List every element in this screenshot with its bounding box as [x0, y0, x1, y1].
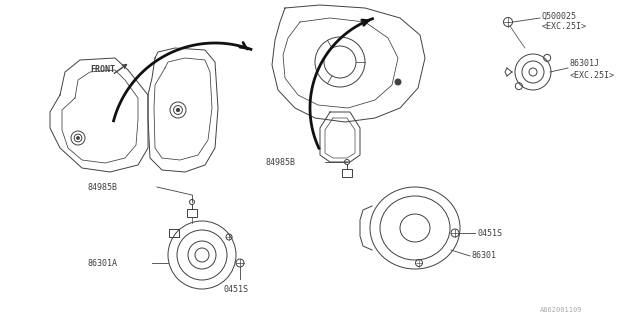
Text: 86301: 86301: [472, 252, 497, 260]
Text: 0451S: 0451S: [224, 284, 249, 293]
Text: 86301J: 86301J: [570, 59, 600, 68]
Text: Q500025: Q500025: [542, 12, 577, 20]
Circle shape: [77, 137, 79, 140]
Text: 84985B: 84985B: [265, 157, 295, 166]
Text: <EXC.25I>: <EXC.25I>: [570, 70, 615, 79]
Circle shape: [395, 79, 401, 85]
Text: FRONT: FRONT: [90, 65, 115, 74]
Text: 86301A: 86301A: [87, 259, 117, 268]
Text: 84985B: 84985B: [87, 182, 117, 191]
Text: <EXC.25I>: <EXC.25I>: [542, 21, 587, 30]
Circle shape: [177, 108, 180, 112]
Text: 0451S: 0451S: [477, 228, 502, 237]
Text: A862001109: A862001109: [540, 307, 582, 313]
